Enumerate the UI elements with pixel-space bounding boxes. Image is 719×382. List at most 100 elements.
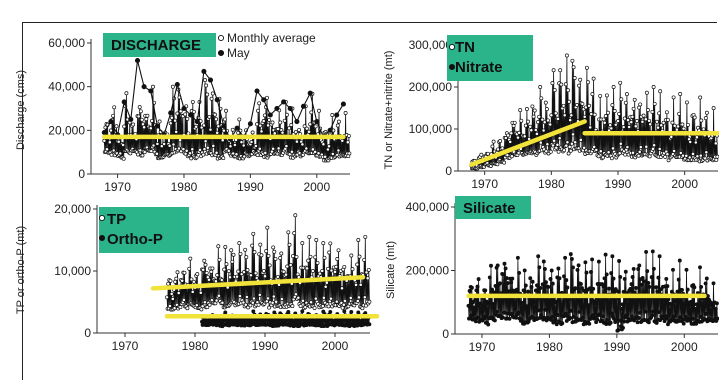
- nitrogen-data-point: [608, 123, 613, 128]
- phosphorus-data-point: [243, 302, 248, 307]
- discharge-data-point: [144, 117, 149, 122]
- nitrogen-data-point: [502, 160, 507, 165]
- nitrogen-data-point: [582, 114, 587, 119]
- nitrogen-data-point: [622, 116, 627, 121]
- discharge-data-point: [201, 68, 207, 74]
- nitrogen-data-point: [498, 139, 503, 143]
- nitrogen-data-point: [606, 150, 611, 155]
- silicate-data-point: [629, 282, 634, 287]
- discharge-plot-content: [101, 57, 352, 163]
- phosphorus-data-point: [204, 270, 209, 275]
- nitrogen-data-point: [569, 141, 574, 146]
- silicate-data-point: [656, 275, 661, 280]
- nitrogen-y-label: TN or Nitrate+nitrite (mt): [383, 51, 395, 170]
- phosphorus-data-point: [167, 304, 172, 308]
- nitrogen-data-point: [606, 110, 610, 115]
- silicate-data-point: [677, 258, 682, 263]
- discharge-data-point: [272, 131, 277, 136]
- nitrogen-data-point: [584, 65, 589, 70]
- phosphorus-data-point: [202, 300, 207, 305]
- nitrogen-data-point: [698, 153, 703, 158]
- phosphorus-data-point: [286, 309, 291, 314]
- discharge-data-point: [149, 118, 154, 123]
- silicate-data-point: [477, 301, 482, 306]
- phosphorus-ticks: 0 10,000 20,000 1970 1980 1990 2000: [54, 202, 348, 353]
- silicate-data-point: [569, 257, 574, 261]
- nitrogen-legend-marker: [448, 43, 456, 51]
- phosphorus-data-point: [180, 278, 185, 283]
- discharge-data-point: [116, 139, 121, 144]
- nitrogen-data-point: [624, 92, 629, 97]
- discharge-data-point: [214, 117, 219, 122]
- nitrogen-data-point: [578, 77, 583, 82]
- nitrogen-data-point: [588, 125, 593, 130]
- discharge-data-point: [234, 125, 240, 131]
- discharge-legend-marker: [217, 49, 225, 57]
- discharge-data-point: [316, 151, 321, 156]
- discharge-data-point: [101, 129, 107, 136]
- nitrogen-data-point: [691, 151, 695, 156]
- phosphorus-data-point: [362, 257, 367, 262]
- discharge-data-point: [334, 112, 340, 118]
- phosphorus-data-point: [174, 276, 179, 281]
- silicate-data-point: [495, 263, 500, 268]
- phosphorus-data-point: [321, 241, 326, 246]
- silicate-data-point: [536, 308, 541, 313]
- nitrogen-data-point: [611, 85, 616, 89]
- discharge-data-point: [107, 140, 112, 145]
- silicate-data-point: [575, 267, 580, 272]
- nitrogen-data-point: [540, 117, 545, 122]
- discharge-data-point: [190, 147, 195, 152]
- phosphorus-data-point: [305, 266, 309, 271]
- silicate-data-point: [576, 263, 581, 268]
- nitrogen-data-point: [559, 82, 564, 87]
- discharge-data-point: [121, 156, 126, 161]
- nitrogen-data-point: [551, 68, 556, 73]
- nitrogen-data-point: [672, 149, 677, 153]
- discharge-title: DISCHARGE: [111, 37, 201, 54]
- silicate-data-point: [616, 289, 620, 294]
- discharge-data-point: [214, 150, 219, 155]
- nitrogen-data-point: [692, 115, 697, 120]
- nitrogen-badge-box: [447, 35, 533, 81]
- silicate-data-point: [550, 281, 555, 286]
- discharge-data-point: [254, 88, 260, 94]
- silicate-data-point: [469, 313, 474, 318]
- nitrogen-data-point: [538, 85, 543, 89]
- nitrogen-data-point: [586, 80, 590, 85]
- silicate-data-point: [680, 287, 684, 292]
- nitrogen-xtick-label: 1990: [605, 177, 632, 191]
- nitrogen-data-point: [610, 103, 615, 108]
- panel-nitrogen: 0 100,000 200,000 300,000 1970 1980 1990 2000 T…: [383, 35, 719, 191]
- phosphorus-data-point: [237, 241, 242, 246]
- silicate-data-point: [603, 252, 608, 257]
- nitrogen-data-point: [577, 83, 582, 88]
- silicate-data-point: [573, 286, 578, 291]
- discharge-data-point: [259, 129, 264, 134]
- discharge-data-point: [174, 81, 180, 88]
- discharge-data-point: [323, 154, 328, 159]
- silicate-data-point: [550, 314, 555, 319]
- silicate-data-point: [471, 300, 475, 305]
- nitrogen-data-point: [544, 107, 549, 112]
- discharge-data-point: [330, 152, 335, 156]
- silicate-data-point: [491, 302, 496, 306]
- silicate-data-point: [690, 316, 695, 321]
- nitrogen-data-point: [678, 151, 683, 155]
- discharge-data-point: [257, 101, 262, 106]
- phosphorus-legend: [98, 214, 106, 242]
- nitrogen-data-point: [646, 108, 650, 112]
- nitrogen-trend-rising-line: [469, 119, 587, 167]
- silicate-data-point: [500, 315, 505, 320]
- panel-discharge: 0 20,000 40,000 60,000 1970 1980 1990 2000 Disc…: [15, 31, 352, 194]
- phosphorus-legend-marker: [98, 214, 106, 222]
- silicate-data-point: [704, 311, 709, 316]
- discharge-data-point: [145, 113, 150, 118]
- silicate-data-point: [538, 286, 543, 290]
- nitrogen-data-point: [545, 142, 550, 147]
- discharge-y-label: Discharge (cms): [15, 70, 27, 150]
- silicate-ytick-label: 0: [442, 327, 449, 341]
- silicate-data-point: [689, 299, 693, 304]
- nitrogen-data-point: [491, 139, 496, 144]
- discharge-data-point: [242, 154, 247, 159]
